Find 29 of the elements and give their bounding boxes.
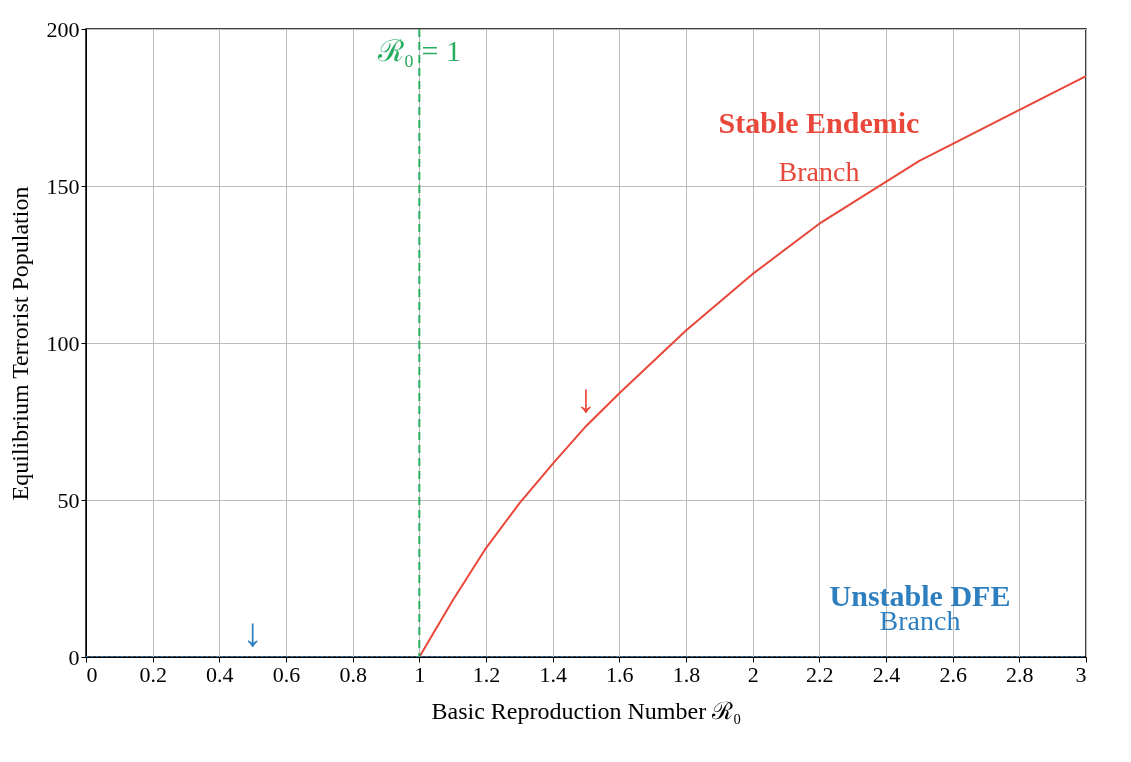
line-series [418, 75, 1086, 657]
annotation: ↓ [576, 375, 596, 421]
x-tick-label: 0.2 [139, 661, 167, 687]
ref-line-label: ℛ₀ = 1 [376, 34, 462, 67]
x-tick-label: 1.8 [672, 661, 701, 687]
x-tick-label: 0.4 [206, 661, 234, 687]
y-tick-label: 0 [68, 644, 80, 670]
x-tick-label: 3 [1075, 661, 1087, 687]
y-tick-label: 150 [46, 173, 80, 199]
annotation: Branch [778, 156, 860, 188]
x-tick-label: 1.2 [472, 661, 501, 687]
annotation: ↓ [242, 609, 263, 655]
y-tick-label: 100 [46, 330, 80, 356]
x-tick-label: 1.6 [606, 661, 634, 687]
x-tick-label: 2.6 [939, 661, 967, 687]
x-tick-label: 2.4 [872, 661, 901, 687]
x-tick-label: 0.6 [272, 661, 301, 687]
x-tick-label: 0 [86, 661, 98, 687]
y-tick-label: 50 [57, 487, 80, 513]
x-tick-label: 0.8 [339, 661, 367, 687]
x-axis-title: Basic Reproduction Number ℛ₀ [431, 697, 742, 724]
y-tick-label: 200 [46, 16, 80, 42]
x-tick-label: 1.4 [539, 661, 567, 687]
x-tick-label: 2 [747, 661, 759, 687]
x-tick-label: 2.2 [806, 661, 834, 687]
x-tick-label: 1 [414, 661, 426, 687]
x-tick-label: 2.8 [1006, 661, 1034, 687]
y-axis-title: Equilibrium Terrorist Population [6, 186, 33, 501]
annotation: Stable Endemic [718, 105, 920, 139]
